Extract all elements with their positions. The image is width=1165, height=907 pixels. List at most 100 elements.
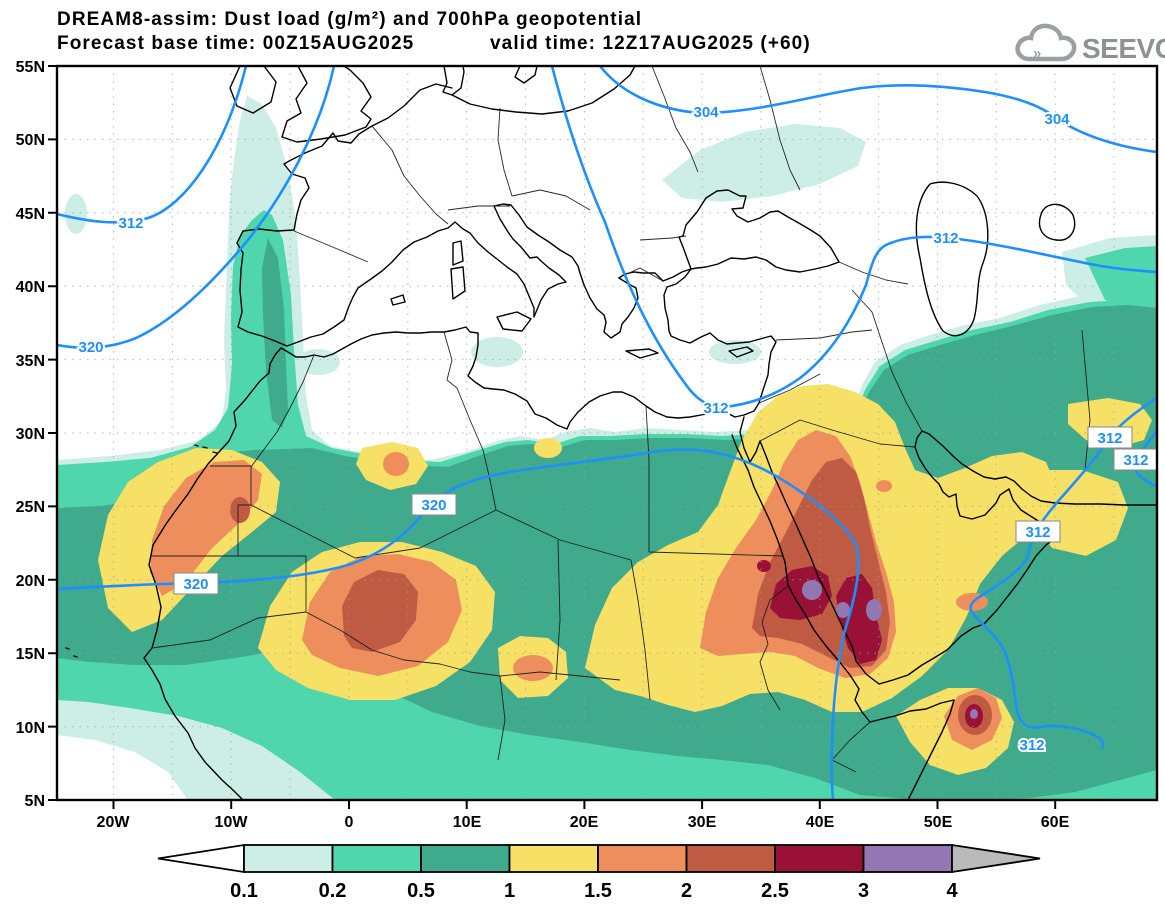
graticule bbox=[57, 66, 1157, 800]
y-axis-label: 45N bbox=[16, 206, 45, 223]
seevccc-logo: » SEEVCCC bbox=[1015, 23, 1165, 64]
coastline-caspian bbox=[915, 181, 989, 337]
x-axis: 20W 10W 0 10E 20E 30E 40E 50E 60E bbox=[97, 814, 1070, 831]
colorbar-label: 1.5 bbox=[584, 880, 612, 902]
x-axis-label: 50E bbox=[924, 814, 953, 831]
dust-level-2 bbox=[230, 497, 250, 523]
x-axis-label: 60E bbox=[1041, 814, 1070, 831]
dust-level-3 bbox=[970, 709, 978, 719]
colorbar-segment bbox=[597, 844, 688, 873]
dust-level-2.5 bbox=[836, 574, 882, 664]
y-axis-label: 15N bbox=[16, 646, 45, 663]
contour-label: 312 bbox=[1025, 524, 1050, 541]
cloud-icon bbox=[1015, 23, 1077, 62]
colorbar-label: 4 bbox=[946, 880, 958, 902]
colorbar-label: 0.5 bbox=[407, 880, 435, 902]
dust-level-3 bbox=[866, 599, 882, 621]
dust-level-0.1 bbox=[65, 194, 87, 234]
colorbar-labels: 0.1 0.2 0.5 1 1.5 2 2.5 3 4 bbox=[230, 880, 958, 902]
dust-level-1.5 bbox=[876, 480, 892, 492]
contour-label: 312 bbox=[1097, 430, 1122, 447]
y-axis-label: 35N bbox=[16, 353, 45, 370]
colorbar-label: 2.5 bbox=[761, 880, 789, 902]
dust-level-3 bbox=[802, 580, 822, 600]
y-axis-label: 20N bbox=[16, 573, 45, 590]
axis-ticks bbox=[48, 65, 1057, 809]
contour-label: 320 bbox=[421, 497, 446, 514]
x-axis-label: 20W bbox=[97, 814, 131, 831]
coastline-denmark-baltic bbox=[442, 66, 636, 115]
forecast-base-time: Forecast base time: 00Z15AUG2025 bbox=[57, 33, 414, 54]
dust-level-0.1 bbox=[471, 337, 523, 367]
dust-level-0.5 bbox=[262, 238, 288, 428]
x-axis-label: 20E bbox=[570, 814, 599, 831]
country-borders bbox=[150, 66, 1091, 773]
y-axis-label: 10N bbox=[16, 720, 45, 737]
contour-label: 312 bbox=[933, 230, 958, 247]
colorbar-segment bbox=[862, 844, 953, 873]
colorbar-label: 0.1 bbox=[230, 880, 258, 902]
colorbar-label: 3 bbox=[858, 880, 869, 902]
x-axis-label: 30E bbox=[688, 814, 717, 831]
map-body: 312 320 304 304 312 312 320 320 312 312 … bbox=[57, 66, 1157, 800]
colorbar-segment bbox=[774, 844, 865, 873]
coastline-mainland bbox=[143, 83, 840, 800]
contour-label: 304 bbox=[693, 104, 719, 121]
y-axis-label: 55N bbox=[16, 59, 45, 76]
dust-level-0.1 bbox=[662, 124, 866, 202]
dust-level-1 bbox=[534, 438, 562, 458]
contour-312 bbox=[550, 66, 1157, 409]
y-axis-label: 50N bbox=[16, 132, 45, 149]
coastline-aral bbox=[1038, 203, 1076, 241]
contour-312 bbox=[57, 66, 248, 224]
colorbar-right-arrow bbox=[951, 843, 1041, 874]
dust-level-2 bbox=[342, 570, 418, 652]
contour-label: 312 bbox=[118, 215, 143, 232]
colorbar-label: 1 bbox=[504, 880, 515, 902]
logo-text: SEEVCCC bbox=[1082, 33, 1165, 64]
colorbar-left-arrow bbox=[157, 843, 245, 874]
colorbar-segment bbox=[243, 844, 334, 873]
coastline-redsea-horn bbox=[731, 434, 955, 800]
x-axis-label: 0 bbox=[345, 814, 354, 831]
dust-level-0.1 bbox=[709, 340, 761, 364]
colorbar-segment bbox=[331, 844, 422, 873]
contour-label-box bbox=[173, 572, 219, 595]
colorbar-segment bbox=[685, 844, 776, 873]
dust-level-3 bbox=[836, 602, 850, 618]
contour-label: 312 bbox=[1019, 737, 1044, 754]
dust-level-1.5 bbox=[513, 655, 553, 681]
y-axis-label: 25N bbox=[16, 499, 45, 516]
x-axis-label: 10W bbox=[215, 814, 249, 831]
contour-label-box bbox=[1087, 426, 1133, 449]
cloud-chevrons-icon: » bbox=[1033, 45, 1041, 62]
contour-320 bbox=[57, 448, 860, 800]
y-axis: 55N 50N 45N 40N 35N 30N 25N 20N 15N 10N … bbox=[16, 59, 45, 810]
contour-320 bbox=[57, 66, 336, 349]
contour-label: 304 bbox=[1044, 111, 1070, 128]
contour-label-box bbox=[1015, 520, 1061, 543]
coastline-ireland bbox=[229, 66, 277, 114]
colorbar-segment bbox=[508, 844, 599, 873]
contour-label-box bbox=[1113, 448, 1157, 471]
contour-label: 320 bbox=[78, 339, 103, 356]
valid-time: valid time: 12Z17AUG2025 (+60) bbox=[490, 33, 811, 54]
dust-level-0.2 bbox=[1085, 246, 1157, 316]
coastlines bbox=[65, 66, 1157, 800]
contour-312 bbox=[969, 396, 1157, 750]
contour-label-box bbox=[411, 493, 457, 516]
contour-label: 312 bbox=[703, 400, 728, 417]
dust-load-field bbox=[57, 96, 1157, 800]
colorbar-segment bbox=[420, 844, 511, 873]
coastline-islands bbox=[65, 240, 754, 658]
coastline-britain bbox=[281, 66, 372, 143]
y-axis-label: 30N bbox=[16, 426, 45, 443]
x-axis-label: 10E bbox=[453, 814, 482, 831]
x-axis-label: 40E bbox=[806, 814, 835, 831]
contour-label: 320 bbox=[183, 576, 208, 593]
dust-level-0.1 bbox=[296, 349, 340, 375]
colorbar-label: 0.2 bbox=[319, 880, 347, 902]
dust-level-2.5 bbox=[757, 560, 771, 572]
